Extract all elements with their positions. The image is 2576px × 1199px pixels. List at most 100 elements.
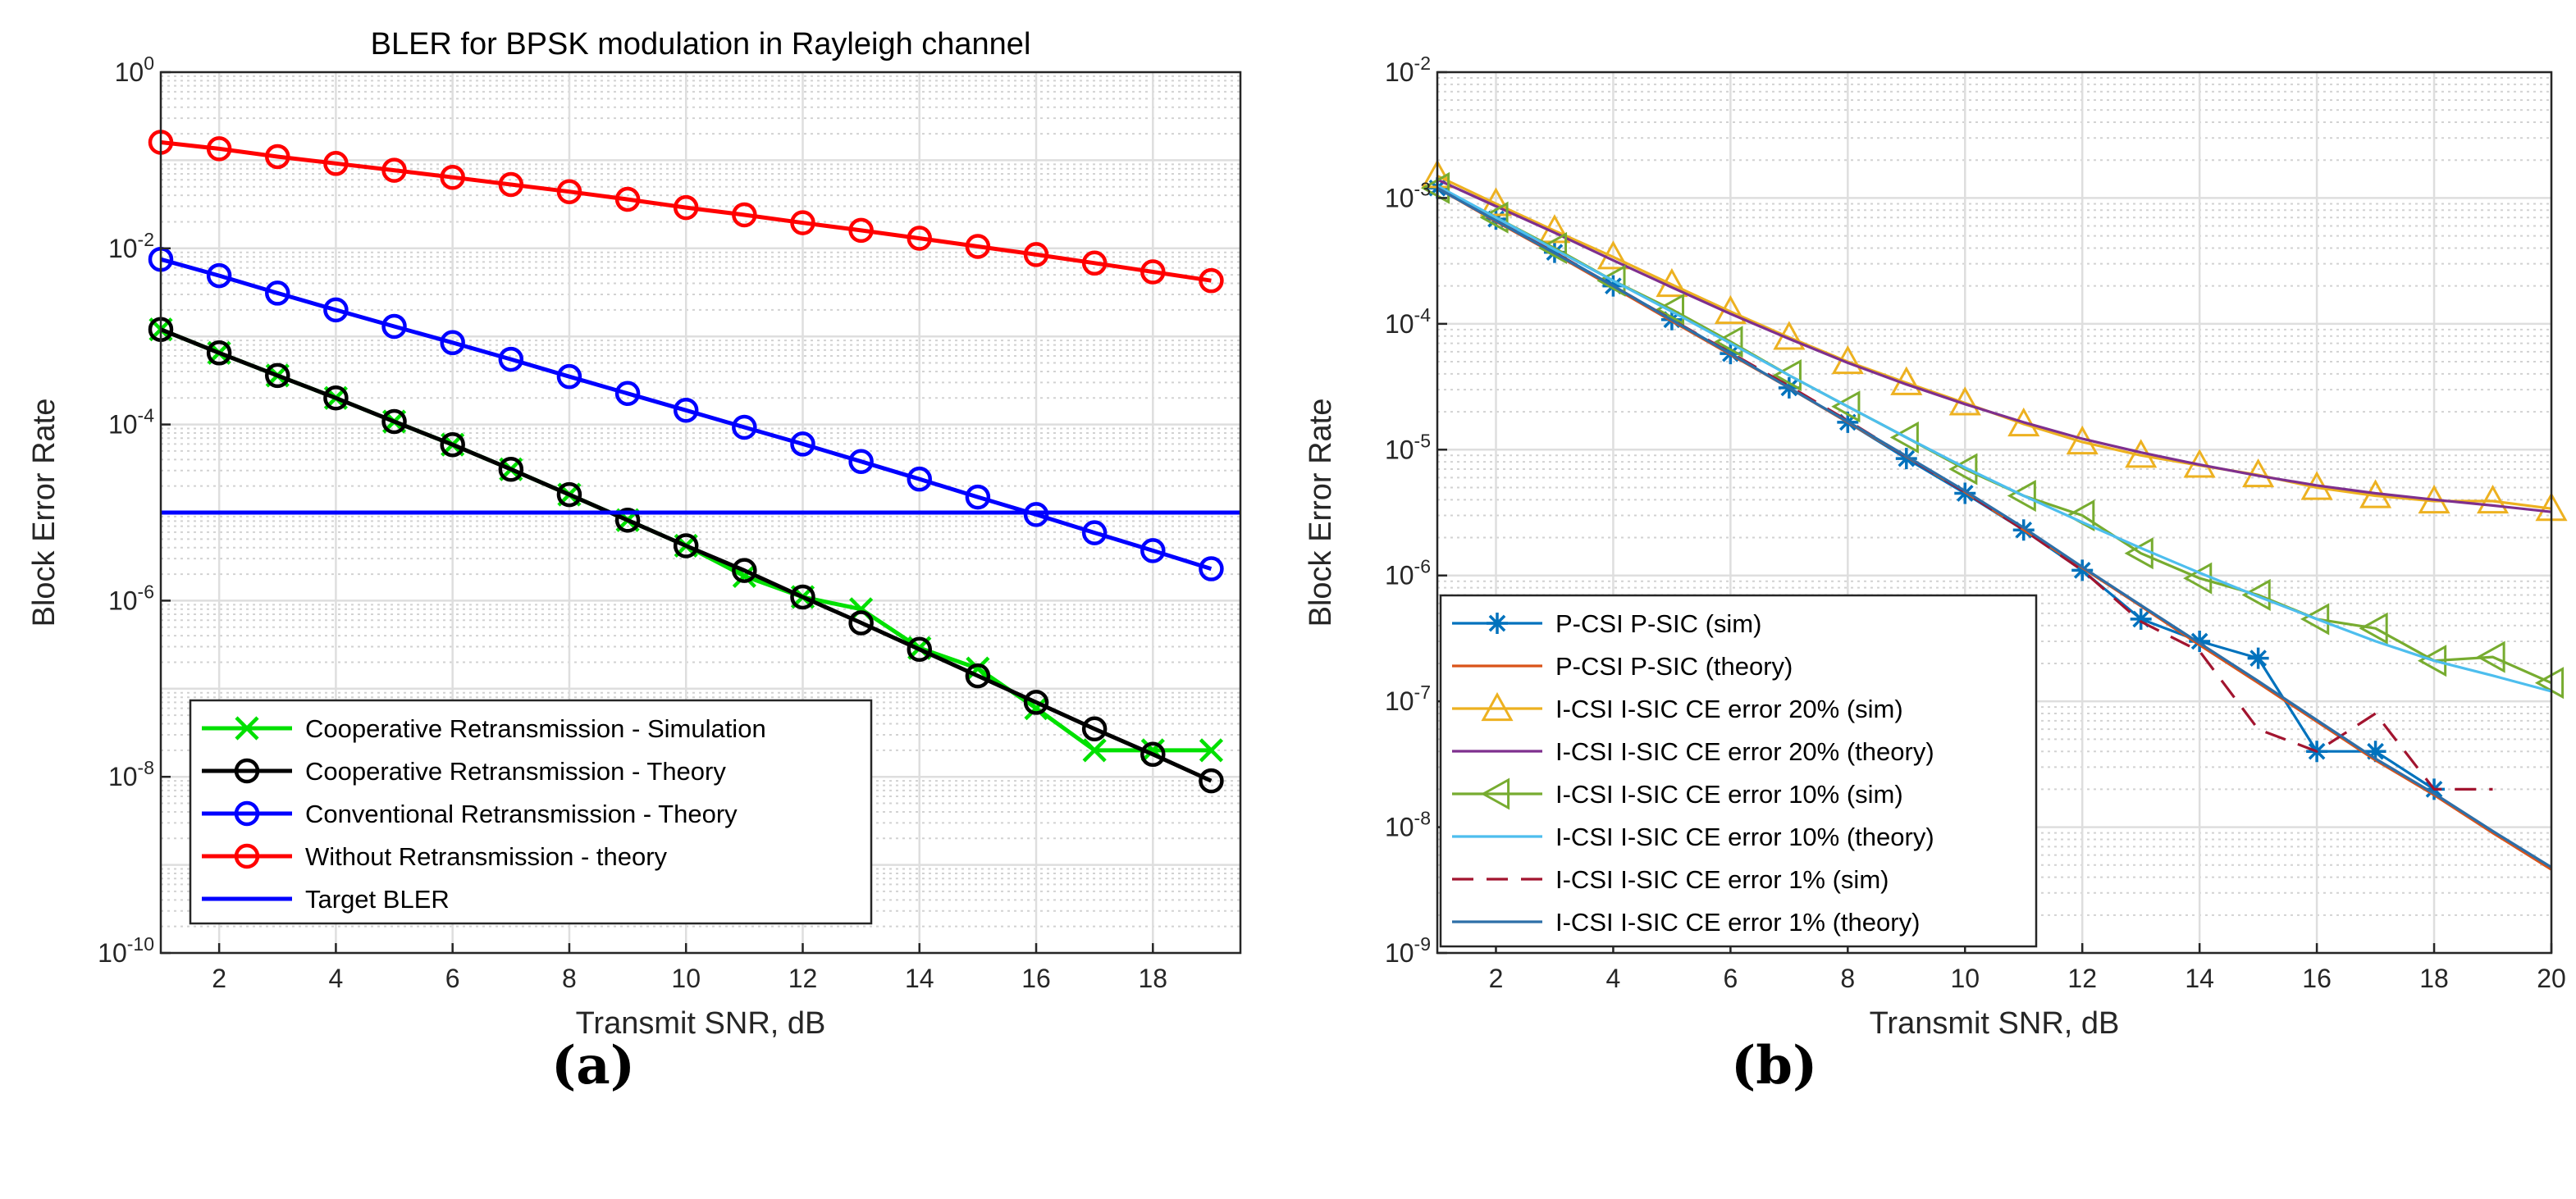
chart-b-series-4-point bbox=[2241, 578, 2271, 612]
chart-a-series-2-point bbox=[907, 466, 933, 492]
chart-b-series-4-point bbox=[2359, 612, 2388, 645]
chart-b-legend-marker bbox=[1480, 777, 1510, 810]
chart-b-x-tick-label: 18 bbox=[2419, 964, 2449, 993]
chart-a-series-3-point bbox=[323, 151, 349, 176]
chart-b-y-tick-label: 10-4 bbox=[1385, 304, 1431, 339]
chart-a-series-3-point bbox=[498, 171, 524, 198]
chart-a-series-3-point bbox=[673, 194, 699, 221]
chart-a-series-1-point bbox=[1023, 690, 1049, 715]
chart-a-series-2-point bbox=[556, 363, 582, 390]
chart-a-series-3-point bbox=[848, 217, 874, 244]
chart-b-series-0-point bbox=[2071, 559, 2094, 581]
chart-a-series-1-point bbox=[1140, 741, 1166, 768]
chart-b-series-0-point bbox=[2364, 741, 2386, 763]
chart-b-legend-label: P-CSI P-SIC (theory) bbox=[1555, 652, 1793, 681]
chart-b-series-0-point bbox=[2189, 630, 2211, 652]
chart-a-axes-box bbox=[159, 71, 1242, 955]
chart-b-series-2-point bbox=[2007, 407, 2040, 437]
chart-a-x-tick-label: 8 bbox=[562, 964, 577, 993]
chart-a-series-1-point bbox=[1081, 716, 1108, 742]
chart-a-series-3-point bbox=[1023, 242, 1049, 267]
chart-a-series-1-point bbox=[440, 431, 465, 458]
chart-a-x-tick-label: 16 bbox=[1021, 964, 1051, 993]
chart-a-legend-marker bbox=[234, 758, 260, 784]
chart-a-x-axis-label: Transmit SNR, dB bbox=[576, 1006, 826, 1041]
caption-b: (b) bbox=[1731, 1035, 1818, 1096]
chart-a-series-2-point bbox=[848, 449, 874, 474]
chart-a-series-3-point bbox=[790, 210, 815, 235]
chart-b-series-4-point bbox=[1772, 359, 1802, 392]
chart-a-x-tick-label: 2 bbox=[212, 964, 226, 993]
chart-a-y-tick-label: 10-10 bbox=[98, 933, 154, 968]
chart-b-x-tick-label: 4 bbox=[1606, 964, 1621, 993]
chart-b-series-0-point bbox=[2130, 608, 2152, 630]
chart-a-x-tick-label: 4 bbox=[329, 964, 344, 993]
chart-b-legend-label: I-CSI I-SIC CE error 1% (theory) bbox=[1555, 908, 1920, 937]
chart-a-series-3-point bbox=[1140, 259, 1166, 285]
chart-b-series-4-point bbox=[1889, 421, 1919, 454]
chart-a-series-2-point bbox=[790, 431, 815, 457]
chart-a-series-2-point bbox=[498, 346, 524, 372]
chart-b-y-tick-label: 10-2 bbox=[1385, 52, 1431, 87]
chart-b-legend-box bbox=[1439, 594, 2038, 948]
chart-a-series-2-point bbox=[673, 398, 699, 423]
chart-a-series-2-point bbox=[440, 330, 465, 356]
chart-b-y-tick-label: 10-3 bbox=[1385, 178, 1431, 212]
chart-a-x-tick-label: 10 bbox=[671, 964, 701, 993]
chart-b-series-4-point bbox=[1831, 390, 1861, 423]
chart-b-series-4-point bbox=[1479, 201, 1509, 234]
chart-b-legend-label: I-CSI I-SIC CE error 10% (sim) bbox=[1555, 780, 1903, 809]
chart-b-plot-area bbox=[1420, 159, 2568, 871]
chart-b-series-2-point bbox=[1596, 240, 1629, 270]
chart-b-x-tick-label: 8 bbox=[1840, 964, 1855, 993]
chart-a-series-0-point bbox=[1199, 738, 1224, 763]
chart-b-series-5-line bbox=[1436, 185, 2552, 693]
chart-a-series-3-point bbox=[381, 157, 407, 183]
chart-a-legend-label: Without Retransmission - theory bbox=[305, 842, 668, 871]
chart-b-x-axis-label: Transmit SNR, dB bbox=[1870, 1006, 2120, 1041]
chart-a-series-3-point bbox=[965, 234, 991, 259]
chart-a-series-3-point bbox=[265, 144, 290, 170]
chart-b-y-tick-label: 10-5 bbox=[1385, 430, 1431, 464]
chart-b-legend-label: I-CSI I-SIC CE error 20% (theory) bbox=[1555, 737, 1934, 766]
chart-b-legend: P-CSI P-SIC (sim) P-CSI P-SIC (theory) I-C… bbox=[1439, 594, 2038, 948]
chart-b-x-tick-label: 20 bbox=[2537, 964, 2566, 993]
chart-a-series-3-point bbox=[440, 164, 465, 190]
chart-b-y-tick-label: 10-7 bbox=[1385, 682, 1431, 716]
chart-a-x-tick-label: 14 bbox=[905, 964, 934, 993]
chart-b-x-tick-label: 12 bbox=[2067, 964, 2097, 993]
chart-a-series-3-point bbox=[614, 186, 641, 212]
chart-a-title: BLER for BPSK modulation in Rayleigh cha… bbox=[371, 27, 1031, 62]
chart-b-series-4-point bbox=[1948, 453, 1978, 486]
chart-a-series-2-point bbox=[265, 280, 290, 306]
chart-a-series-3-point bbox=[907, 226, 933, 251]
chart-a-y-tick-label: 10-8 bbox=[108, 757, 154, 791]
chart-a-series-2-point bbox=[1199, 556, 1224, 581]
chart-b-series-4-point bbox=[2300, 603, 2330, 636]
chart-a-series-1-line bbox=[160, 327, 1213, 783]
chart-b-series-2-point bbox=[2476, 484, 2510, 514]
chart-b-y-tick-label: 10-6 bbox=[1385, 556, 1431, 590]
chart-a-series-1-point bbox=[790, 584, 815, 610]
chart-a-series-1-point bbox=[1199, 768, 1224, 794]
chart-a-series-2-point bbox=[1081, 520, 1108, 545]
chart-a-series-3-point bbox=[556, 179, 582, 204]
chart-a-series-2-point bbox=[381, 313, 407, 340]
chart-a-series-2-point bbox=[614, 381, 641, 407]
chart-a-y-tick-label: 10-2 bbox=[108, 229, 154, 263]
chart-a-legend-marker bbox=[234, 843, 260, 869]
chart-b-y-axis-label: Block Error Rate bbox=[1304, 399, 1338, 627]
chart-b-y-tick-label: 10-9 bbox=[1385, 933, 1431, 968]
chart-b: 2 4 6 8 10 12 14 16 18 20 10-2 10-3 10-4 10-5 10-6 10-7… bbox=[1304, 52, 2568, 1041]
chart-b-series-4-point bbox=[1596, 264, 1626, 297]
chart-a-series-2-point bbox=[323, 297, 349, 323]
chart-a-legend: Cooperative Retransmission - Simulation C… bbox=[189, 699, 873, 925]
chart-a-series-1-point bbox=[206, 340, 232, 366]
chart-b-series-4-point bbox=[2007, 479, 2036, 513]
chart-a-series-1-point bbox=[848, 610, 874, 636]
chart-a-series-1-point bbox=[323, 385, 349, 411]
chart-b-x-tick-label: 6 bbox=[1723, 964, 1738, 993]
chart-a-series-3-point bbox=[206, 136, 232, 162]
chart-b-series-4-point bbox=[1537, 231, 1568, 265]
chart-a-series-1-point bbox=[965, 663, 991, 689]
